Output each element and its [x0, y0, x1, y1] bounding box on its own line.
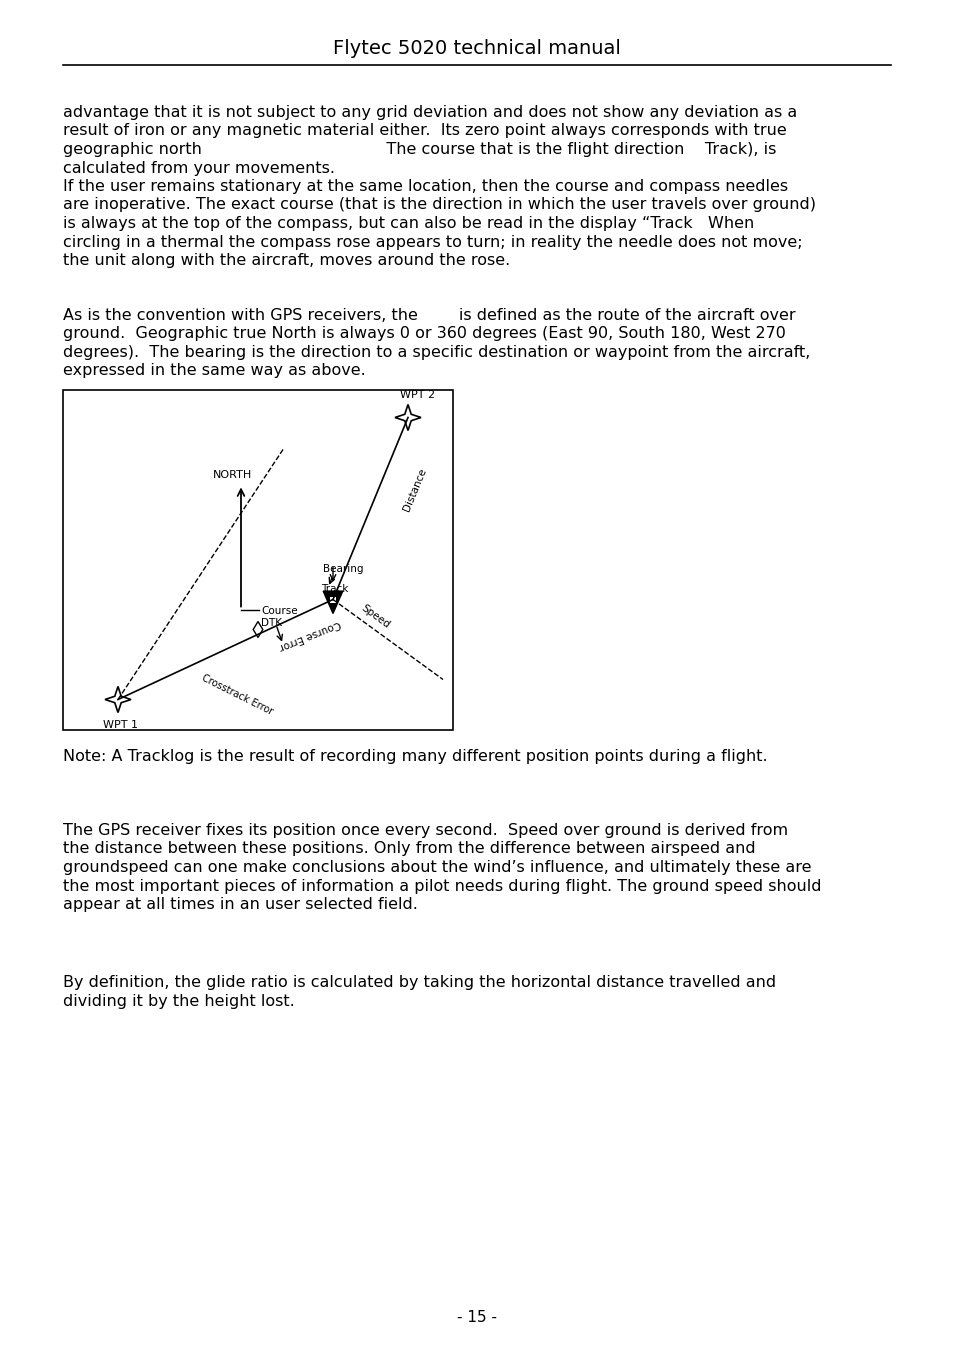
- Text: Flytec 5020 technical manual: Flytec 5020 technical manual: [333, 39, 620, 58]
- Text: dividing it by the height lost.: dividing it by the height lost.: [63, 994, 294, 1008]
- Text: is always at the top of the compass, but can also be read in the display “Track : is always at the top of the compass, but…: [63, 216, 754, 231]
- Text: groundspeed can one make conclusions about the wind’s influence, and ultimately : groundspeed can one make conclusions abo…: [63, 860, 811, 875]
- Text: NORTH: NORTH: [213, 470, 252, 479]
- Bar: [330, 597, 335, 602]
- Text: As is the convention with GPS receivers, the        is defined as the route of t: As is the convention with GPS receivers,…: [63, 308, 795, 323]
- Text: Bearing: Bearing: [323, 564, 363, 575]
- Polygon shape: [105, 687, 131, 713]
- Text: The GPS receiver fixes its position once every second.  Speed over ground is der: The GPS receiver fixes its position once…: [63, 824, 787, 838]
- Polygon shape: [395, 405, 420, 431]
- Text: ground.  Geographic true North is always 0 or 360 degrees (East 90, South 180, W: ground. Geographic true North is always …: [63, 325, 785, 342]
- Text: the distance between these positions. Only from the difference between airspeed : the distance between these positions. On…: [63, 841, 755, 856]
- Text: Crosstrack Error: Crosstrack Error: [200, 672, 274, 717]
- Text: By definition, the glide ratio is calculated by taking the horizontal distance t: By definition, the glide ratio is calcul…: [63, 976, 776, 991]
- Text: WPT 1: WPT 1: [103, 720, 138, 729]
- Text: Note: A Tracklog is the result of recording many different position points durin: Note: A Tracklog is the result of record…: [63, 749, 767, 764]
- Text: circling in a thermal the compass rose appears to turn; in reality the needle do: circling in a thermal the compass rose a…: [63, 235, 801, 250]
- Text: advantage that it is not subject to any grid deviation and does not show any dev: advantage that it is not subject to any …: [63, 105, 797, 120]
- Text: Track: Track: [320, 583, 348, 594]
- Text: calculated from your movements.: calculated from your movements.: [63, 161, 335, 176]
- Text: the unit along with the aircraft, moves around the rose.: the unit along with the aircraft, moves …: [63, 252, 510, 269]
- Polygon shape: [253, 621, 262, 637]
- Text: Distance: Distance: [401, 467, 428, 513]
- Polygon shape: [323, 591, 342, 613]
- Bar: [63, 390, 453, 729]
- Text: expressed in the same way as above.: expressed in the same way as above.: [63, 363, 365, 378]
- Text: WPT 2: WPT 2: [399, 390, 435, 400]
- Text: Course
DTK: Course DTK: [261, 606, 297, 628]
- Text: result of iron or any magnetic material either.  Its zero point always correspon: result of iron or any magnetic material …: [63, 123, 786, 139]
- Text: Speed: Speed: [359, 603, 391, 630]
- Text: geographic north                                    The course that is the fligh: geographic north The course that is the …: [63, 142, 776, 157]
- Text: appear at all times in an user selected field.: appear at all times in an user selected …: [63, 896, 417, 913]
- Text: If the user remains stationary at the same location, then the course and compass: If the user remains stationary at the sa…: [63, 180, 787, 194]
- Text: Course Error: Course Error: [277, 618, 341, 652]
- Text: the most important pieces of information a pilot needs during flight. The ground: the most important pieces of information…: [63, 879, 821, 894]
- Text: are inoperative. The exact course (that is the direction in which the user trave: are inoperative. The exact course (that …: [63, 197, 815, 212]
- Text: - 15 -: - 15 -: [456, 1311, 497, 1326]
- Text: degrees).  The bearing is the direction to a specific destination or waypoint fr: degrees). The bearing is the direction t…: [63, 344, 809, 359]
